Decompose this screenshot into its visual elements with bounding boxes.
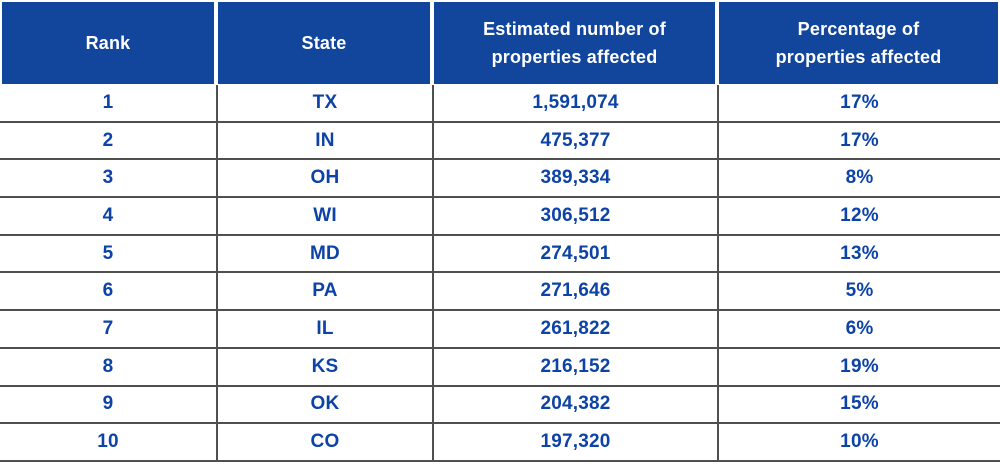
header-cell-percentage: Percentage of properties affected bbox=[719, 2, 998, 84]
rank-cell: 1 bbox=[102, 91, 114, 113]
rank-cell: 7 bbox=[102, 317, 114, 339]
table-row: 1 TX 1,591,074 17% bbox=[0, 85, 1000, 123]
rank-cell: 2 bbox=[102, 129, 114, 151]
header-label-line1: Percentage of bbox=[797, 19, 920, 39]
percentage-cell: 13% bbox=[717, 235, 1000, 272]
state-cell: PA bbox=[216, 273, 432, 310]
table-body: 1 TX 1,591,074 17% 2 IN 475,377 17% 3 OH… bbox=[0, 85, 1000, 462]
table-row: 9 OK 204,382 15% bbox=[0, 386, 1000, 425]
properties-cell: 216,152 bbox=[432, 348, 717, 385]
header-cell-properties: Estimated number of properties affected bbox=[434, 2, 715, 84]
state-cell: MD bbox=[216, 235, 432, 272]
table-row: 6 PA 271,646 5% bbox=[0, 273, 1000, 312]
rank-cell: 5 bbox=[102, 242, 114, 264]
rank-cell: 4 bbox=[102, 204, 114, 226]
percentage-cell: 12% bbox=[717, 198, 1000, 234]
state-cell: CO bbox=[216, 424, 432, 460]
percentage-cell: 17% bbox=[717, 122, 1000, 159]
header-label-line2: properties affected bbox=[491, 47, 658, 67]
table-row: 8 KS 216,152 19% bbox=[0, 348, 1000, 387]
percentage-cell: 10% bbox=[717, 424, 1000, 460]
percentage-cell: 15% bbox=[717, 386, 1000, 423]
rank-cell: 3 bbox=[102, 167, 114, 189]
state-cell: KS bbox=[216, 348, 432, 385]
table-header-row: Rank State Estimated number of propertie… bbox=[0, 0, 1000, 84]
table-row: 7 IL 261,822 6% bbox=[0, 311, 1000, 349]
header-label-line1: State bbox=[301, 33, 347, 53]
state-cell: OK bbox=[216, 386, 432, 423]
state-cell: WI bbox=[216, 198, 432, 234]
properties-cell: 204,382 bbox=[432, 386, 717, 423]
state-cell: OH bbox=[216, 160, 432, 197]
rank-cell: 9 bbox=[102, 393, 114, 415]
properties-cell: 1,591,074 bbox=[432, 85, 717, 121]
state-cell: IL bbox=[216, 311, 432, 347]
percentage-cell: 17% bbox=[717, 85, 1000, 121]
percentage-cell: 19% bbox=[717, 348, 1000, 385]
header-label-line1: Rank bbox=[85, 33, 131, 53]
rank-cell: 8 bbox=[102, 355, 114, 377]
table-row: 2 IN 475,377 17% bbox=[0, 122, 1000, 161]
properties-cell: 389,334 bbox=[432, 160, 717, 197]
table-row: 5 MD 274,501 13% bbox=[0, 235, 1000, 274]
rank-cell: 10 bbox=[97, 431, 119, 453]
header-cell-rank: Rank bbox=[2, 2, 214, 84]
header-cell-state: State bbox=[218, 2, 430, 84]
properties-cell: 306,512 bbox=[432, 198, 717, 234]
state-cell: IN bbox=[216, 122, 432, 159]
properties-cell: 274,501 bbox=[432, 235, 717, 272]
percentage-cell: 8% bbox=[717, 160, 1000, 197]
properties-cell: 261,822 bbox=[432, 311, 717, 347]
header-label-line2: properties affected bbox=[775, 47, 942, 67]
percentage-cell: 6% bbox=[717, 311, 1000, 347]
table-row: 4 WI 306,512 12% bbox=[0, 198, 1000, 236]
state-cell: TX bbox=[216, 85, 432, 121]
rank-cell: 6 bbox=[102, 280, 114, 302]
properties-cell: 197,320 bbox=[432, 424, 717, 460]
table-row: 10 CO 197,320 10% bbox=[0, 424, 1000, 462]
properties-cell: 271,646 bbox=[432, 273, 717, 310]
percentage-cell: 5% bbox=[717, 273, 1000, 310]
header-label-line1: Estimated number of bbox=[483, 19, 666, 39]
table-row: 3 OH 389,334 8% bbox=[0, 160, 1000, 199]
properties-cell: 475,377 bbox=[432, 122, 717, 159]
